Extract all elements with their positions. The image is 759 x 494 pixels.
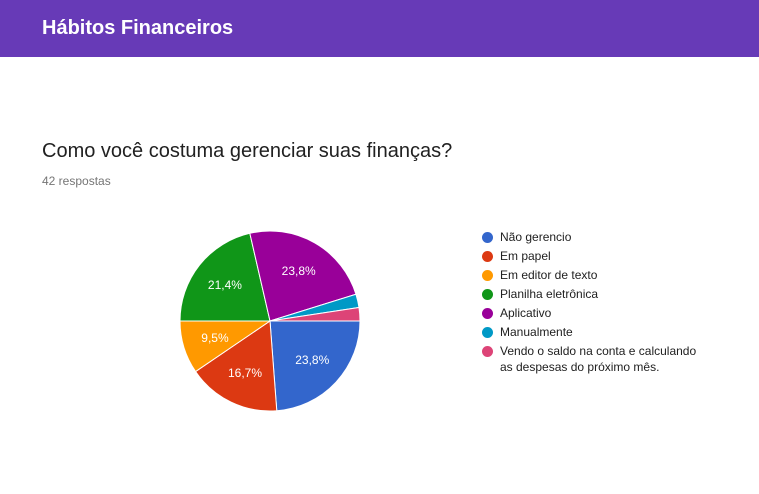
legend-swatch-icon — [482, 346, 493, 357]
question-title: Como você costuma gerenciar suas finança… — [42, 140, 453, 162]
legend-item[interactable]: Aplicativo — [482, 305, 722, 321]
pie-slice[interactable] — [249, 230, 357, 322]
chart-legend: Não gerencio Em papel Em editor de texto Pl… — [482, 229, 722, 378]
response-count: 42 respostas — [42, 174, 111, 188]
header-bar: Hábitos Financeiros — [0, 0, 759, 57]
legend-label: Não gerencio — [500, 230, 572, 244]
legend-label: Planilha eletrônica — [500, 287, 599, 301]
legend-item[interactable]: Manualmente — [482, 324, 722, 340]
slice-label: 23,8% — [295, 353, 329, 367]
legend-item[interactable]: Não gerencio — [482, 229, 722, 245]
legend-swatch-icon — [482, 251, 493, 262]
slice-label: 16,7% — [228, 366, 262, 380]
pie-slice[interactable] — [269, 306, 361, 322]
pie-slice[interactable] — [269, 320, 361, 412]
legend-swatch-icon — [482, 232, 493, 243]
legend-label: Em papel — [500, 249, 551, 263]
slice-label: 9,5% — [201, 331, 229, 345]
legend-label: Manualmente — [500, 325, 573, 339]
legend-item[interactable]: Em editor de texto — [482, 267, 722, 283]
legend-item[interactable]: Em papel — [482, 248, 722, 264]
form-title: Hábitos Financeiros — [42, 17, 234, 39]
pie-slice[interactable] — [179, 232, 271, 322]
legend-swatch-icon — [482, 289, 493, 300]
legend-item[interactable]: Vendo o saldo na conta e calculando as de… — [482, 343, 722, 375]
slice-label: 21,4% — [208, 278, 242, 292]
legend-label: Em editor de texto — [500, 268, 598, 282]
legend-item[interactable]: Planilha eletrônica — [482, 286, 722, 302]
slice-label: 23,8% — [282, 264, 316, 278]
legend-swatch-icon — [482, 270, 493, 281]
legend-swatch-icon — [482, 308, 493, 319]
pie-slice[interactable] — [194, 320, 278, 412]
legend-label: Vendo o saldo na conta e calculando as de… — [500, 344, 697, 374]
legend-label: Aplicativo — [500, 306, 552, 320]
legend-swatch-icon — [482, 327, 493, 338]
